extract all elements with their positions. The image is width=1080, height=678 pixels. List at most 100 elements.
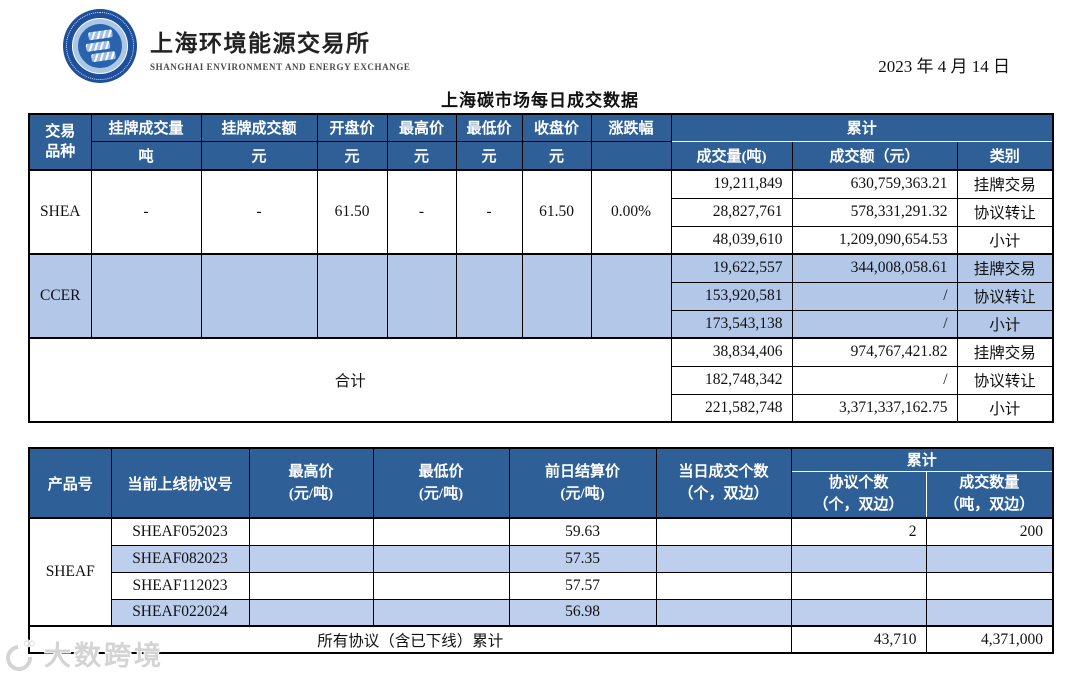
header-row-1: 产品号 当前上线协议号 最高价 (元/吨) 最低价 (元/吨) 前日结算价 (元… xyxy=(28,447,1054,519)
unit-yuan: 元 xyxy=(200,140,318,171)
header-row-1: 交易 品种 挂牌成交量 挂牌成交额 开盘价 最高价 最低价 收盘价 涨跌幅 累计 xyxy=(28,113,1054,171)
total-row-1: 合计 38,834,406 974,767,421.82 挂牌交易 xyxy=(28,337,1054,423)
shea-category: 挂牌交易 xyxy=(956,169,1054,199)
protocol-cum-count: 2 xyxy=(790,517,927,546)
watermark-text: 大数跨境 xyxy=(44,641,164,671)
summary-row: 所有协议（含已下线）累计 43,710 4,371,000 xyxy=(28,625,1054,654)
col-cum-amount: 成交额（元） xyxy=(791,140,958,171)
empty-header-cell xyxy=(590,140,672,171)
ccer-cum-volume: 153,920,581 xyxy=(670,281,793,311)
col-product-type: 交易 品种 xyxy=(28,113,92,171)
logo-ring-text xyxy=(66,12,134,80)
shea-change: 0.00% xyxy=(590,169,672,255)
label: 成交数量 xyxy=(959,474,1020,491)
total-cum-amount: 974,767,421.82 xyxy=(791,337,958,367)
protocol-cum-qty xyxy=(925,598,1054,627)
protocol-cum-count xyxy=(790,571,927,600)
unit-ton: 吨 xyxy=(90,140,202,171)
protocol-prev-settle: 57.57 xyxy=(508,571,657,600)
protocol-high xyxy=(248,598,374,627)
protocol-prev-settle: 57.35 xyxy=(508,544,657,573)
col-open-price: 开盘价 xyxy=(316,113,388,142)
label: 最低价 xyxy=(418,463,464,480)
page-title: 上海碳市场每日成交数据 xyxy=(441,91,639,110)
ccer-cum-amount: / xyxy=(791,281,958,311)
watermark-logo-icon: ∞ xyxy=(0,635,38,676)
protocol-cum-count xyxy=(790,598,927,627)
total-cum-volume: 221,582,748 xyxy=(670,393,793,423)
protocol-code: SHEAF082023 xyxy=(110,544,250,573)
total-cum-volume: 182,748,342 xyxy=(670,365,793,395)
ccer-cum-amount: / xyxy=(791,309,958,339)
total-cum-volume: 38,834,406 xyxy=(670,337,793,367)
sheaf-row: SHEAF082023 57.35 xyxy=(29,544,1054,573)
shea-cum-volume: 48,039,610 xyxy=(670,225,793,255)
total-row-3: 221,582,748 3,371,337,162.75 小计 xyxy=(29,393,1054,423)
unit: （吨，双边） xyxy=(944,497,1035,514)
col-cum-quantity: 成交数量 （吨，双边） xyxy=(925,470,1054,519)
ccer-open xyxy=(316,253,388,339)
protocol-low xyxy=(372,544,510,573)
shea-category: 协议转让 xyxy=(956,197,1054,227)
protocol-today-deals xyxy=(655,571,792,600)
shea-cum-amount: 578,331,291.32 xyxy=(791,197,958,227)
ccer-category: 小计 xyxy=(956,309,1054,339)
shea-listed-volume: - xyxy=(90,169,202,255)
shea-listed-amount: - xyxy=(200,169,318,255)
protocol-low xyxy=(372,598,510,627)
shea-row-1: SHEA - - 61.50 - - 61.50 0.00% 19,211,84… xyxy=(28,169,1054,255)
ccer-cum-amount: 344,008,058.61 xyxy=(791,253,958,283)
protocol-code: SHEAF022024 xyxy=(110,598,250,627)
shea-cum-volume: 28,827,761 xyxy=(670,197,793,227)
col-category: 类别 xyxy=(956,140,1054,171)
daily-market-table: 交易 品种 挂牌成交量 挂牌成交额 开盘价 最高价 最低价 收盘价 涨跌幅 累计… xyxy=(28,113,1055,423)
protocol-cum-qty xyxy=(925,544,1054,573)
label: 协议个数 xyxy=(828,474,889,491)
ccer-category: 协议转让 xyxy=(956,281,1054,311)
sheaf-products-table: 产品号 当前上线协议号 最高价 (元/吨) 最低价 (元/吨) 前日结算价 (元… xyxy=(28,447,1055,654)
unit: （个，双边） xyxy=(678,486,769,502)
protocol-code: SHEAF052023 xyxy=(110,517,250,546)
ccer-cum-volume: 19,622,557 xyxy=(670,253,793,283)
sheaf-product-label: SHEAF xyxy=(28,517,112,627)
ccer-row-2: 153,920,581 / 协议转让 xyxy=(29,281,1054,311)
col-listed-volume: 挂牌成交量 xyxy=(90,113,202,142)
unit: (元/吨) xyxy=(560,486,605,502)
protocol-today-deals xyxy=(655,517,792,546)
protocol-prev-settle: 56.98 xyxy=(508,598,657,627)
unit-yuan: 元 xyxy=(386,140,457,171)
protocol-high xyxy=(248,517,374,546)
ccer-high xyxy=(386,253,457,339)
col-listed-amount: 挂牌成交额 xyxy=(200,113,318,142)
col-active-protocol: 当前上线协议号 xyxy=(110,447,250,519)
unit-yuan: 元 xyxy=(316,140,388,171)
col-high-price: 最高价 xyxy=(386,113,457,142)
col-low-price: 最低价 (元/吨) xyxy=(372,447,510,519)
col-cumulative: 累计 xyxy=(670,113,1054,142)
exchange-logo xyxy=(63,9,137,83)
ccer-close xyxy=(521,253,592,339)
protocol-low xyxy=(372,517,510,546)
col-today-deals: 当日成交个数 （个，双边） xyxy=(655,447,792,519)
total-category: 挂牌交易 xyxy=(956,337,1054,367)
unit: (元/吨) xyxy=(288,486,334,502)
unit: (元/吨) xyxy=(418,486,464,502)
ccer-change xyxy=(590,253,672,339)
shea-cum-amount: 630,759,363.21 xyxy=(791,169,958,199)
unit: （个，双边） xyxy=(813,497,904,514)
org-name-en: SHANGHAI ENVIRONMENT AND ENERGY EXCHANGE xyxy=(150,62,411,72)
label: 当日成交个数 xyxy=(678,463,769,480)
report-date: 2023 年 4 月 14 日 xyxy=(878,57,1010,76)
shea-product-label: SHEA xyxy=(28,169,92,255)
total-category: 协议转让 xyxy=(956,365,1054,395)
header-row-2: 协议个数 （个，双边） 成交数量 （吨，双边） xyxy=(29,470,1054,519)
summary-cum-qty: 4,371,000 xyxy=(925,625,1054,654)
total-category: 小计 xyxy=(956,393,1054,423)
col-prev-settlement: 前日结算价 (元/吨) xyxy=(508,447,657,519)
protocol-today-deals xyxy=(655,598,792,627)
col-high-price: 最高价 (元/吨) xyxy=(248,447,374,519)
col-product-no: 产品号 xyxy=(28,447,112,519)
total-cum-amount: / xyxy=(791,365,958,395)
ccer-product-label: CCER xyxy=(28,253,92,339)
ccer-low xyxy=(455,253,523,339)
